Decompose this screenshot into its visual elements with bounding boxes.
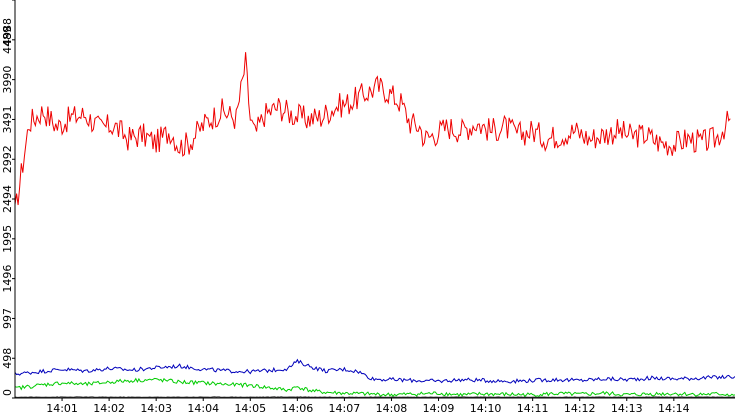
y-tick-label: 4988 bbox=[1, 18, 14, 46]
series-layer bbox=[14, 52, 735, 398]
x-tick-label: 14:12 bbox=[564, 402, 596, 415]
series-line-3 bbox=[14, 396, 735, 398]
y-tick-label: 2992 bbox=[1, 145, 14, 173]
x-tick-label: 14:02 bbox=[93, 402, 125, 415]
x-tick-label: 14:09 bbox=[423, 402, 455, 415]
y-tick-label: 498 bbox=[1, 348, 14, 369]
x-tick-label: 14:05 bbox=[234, 402, 266, 415]
x-tick-label: 14:01 bbox=[46, 402, 78, 415]
series-line-2 bbox=[14, 377, 735, 398]
x-tick-label: 14:14 bbox=[658, 402, 690, 415]
y-tick-label: 4489 bbox=[1, 26, 14, 54]
y-tick-label: 1995 bbox=[1, 225, 14, 253]
axis-layer bbox=[14, 0, 735, 399]
y-tick-label: 3491 bbox=[1, 105, 14, 133]
y-tick-label: 997 bbox=[1, 308, 14, 329]
y-tick-label: 3990 bbox=[1, 66, 14, 94]
x-tick-label: 14:10 bbox=[470, 402, 502, 415]
x-tick-label: 14:03 bbox=[140, 402, 172, 415]
series-line-1 bbox=[14, 358, 735, 385]
y-tick-label: 1496 bbox=[1, 265, 14, 293]
x-tick-label: 14:11 bbox=[517, 402, 549, 415]
x-tick-label: 14:04 bbox=[187, 402, 219, 415]
x-tick-label: 14:13 bbox=[611, 402, 643, 415]
series-line-0 bbox=[14, 52, 731, 206]
x-tick-label: 14:07 bbox=[329, 402, 361, 415]
x-tick-layer: 14:01 14:02 14:03 14:04 14:05 14:06 14:07 14:08… bbox=[46, 398, 690, 415]
y-tick-label: 2494 bbox=[1, 185, 14, 213]
x-tick-label: 14:06 bbox=[282, 402, 314, 415]
y-tick-label: 0 bbox=[1, 389, 14, 396]
x-tick-label: 14:08 bbox=[376, 402, 408, 415]
